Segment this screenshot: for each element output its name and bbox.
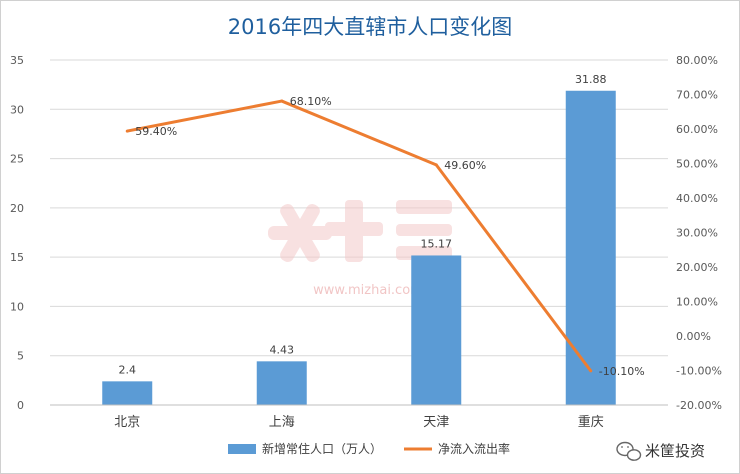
y-left-tick-label: 0: [17, 399, 24, 412]
brand-name: 米筐投资: [645, 442, 705, 460]
y-right-tick-label: 70.00%: [676, 89, 718, 102]
line-data-label: 49.60%: [444, 159, 486, 172]
legend: 新增常住人口（万人） 净流入流出率: [228, 441, 510, 456]
y-left-tick-label: 25: [10, 153, 24, 166]
series-line: [126, 99, 592, 372]
bar-series: 2.4 4.43 15.17 31.88: [102, 73, 616, 406]
line-point: [589, 369, 593, 373]
line-data-label: 68.10%: [290, 95, 332, 108]
bar: [411, 255, 462, 405]
y-right-tick-label: 40.00%: [676, 192, 718, 205]
x-tick-label: 北京: [114, 415, 140, 430]
y-left-tick-label: 15: [10, 251, 24, 264]
line-data-label: -10.10%: [599, 365, 645, 378]
y-right-tick-label: 80.00%: [676, 54, 718, 67]
chart-title: 2016年四大直辖市人口变化图: [228, 15, 512, 39]
wechat-icon: [616, 441, 642, 461]
y-right-tick-label: 20.00%: [676, 261, 718, 274]
y-left-tick-label: 35: [10, 54, 24, 67]
line-point: [125, 129, 129, 133]
line-data-label: 59.40%: [135, 125, 177, 138]
bar-data-label: 4.43: [270, 343, 295, 356]
y-right-tick-label: 50.00%: [676, 158, 718, 171]
y-right-tick-label: 60.00%: [676, 123, 718, 136]
x-tick-label: 重庆: [578, 414, 604, 430]
watermark: www.mizhai.com: [268, 200, 452, 298]
bar: [565, 90, 616, 406]
y-left-tick-label: 20: [10, 202, 24, 215]
line-series: 59.40% 68.10% 49.60% -10.10%: [125, 95, 645, 378]
bar-data-label: 2.4: [119, 363, 137, 376]
legend-swatch-bar: [228, 444, 256, 454]
brand: 米筐投资: [616, 441, 705, 461]
y-left-tick-label: 5: [17, 350, 24, 363]
legend-label-bar: 新增常住人口（万人）: [262, 441, 382, 456]
axes: 0 5 10 15 20 25 30 35 -20.00% -10.00% 0.00% 10.00% 2…: [10, 54, 722, 430]
watermark-url: www.mizhai.com: [313, 283, 423, 298]
bar: [256, 361, 307, 405]
bar-data-label: 15.17: [421, 237, 453, 250]
x-tick-label: 上海: [269, 415, 295, 430]
y-left-tick-label: 10: [10, 300, 24, 313]
bar-data-label: 31.88: [575, 73, 607, 86]
y-left-tick-label: 30: [10, 103, 24, 116]
y-right-tick-label: 30.00%: [676, 227, 718, 240]
y-right-tick-label: -20.00%: [676, 399, 722, 412]
watermark-logo-icon: [268, 200, 452, 263]
y-right-tick-label: -10.00%: [676, 365, 722, 378]
bar: [102, 381, 153, 405]
legend-label-line: 净流入流出率: [438, 441, 510, 456]
line-point: [280, 99, 284, 103]
y-right-tick-label: 0.00%: [676, 330, 711, 343]
x-tick-label: 天津: [423, 415, 449, 430]
y-right-tick-label: 10.00%: [676, 296, 718, 309]
line-point: [434, 163, 438, 167]
